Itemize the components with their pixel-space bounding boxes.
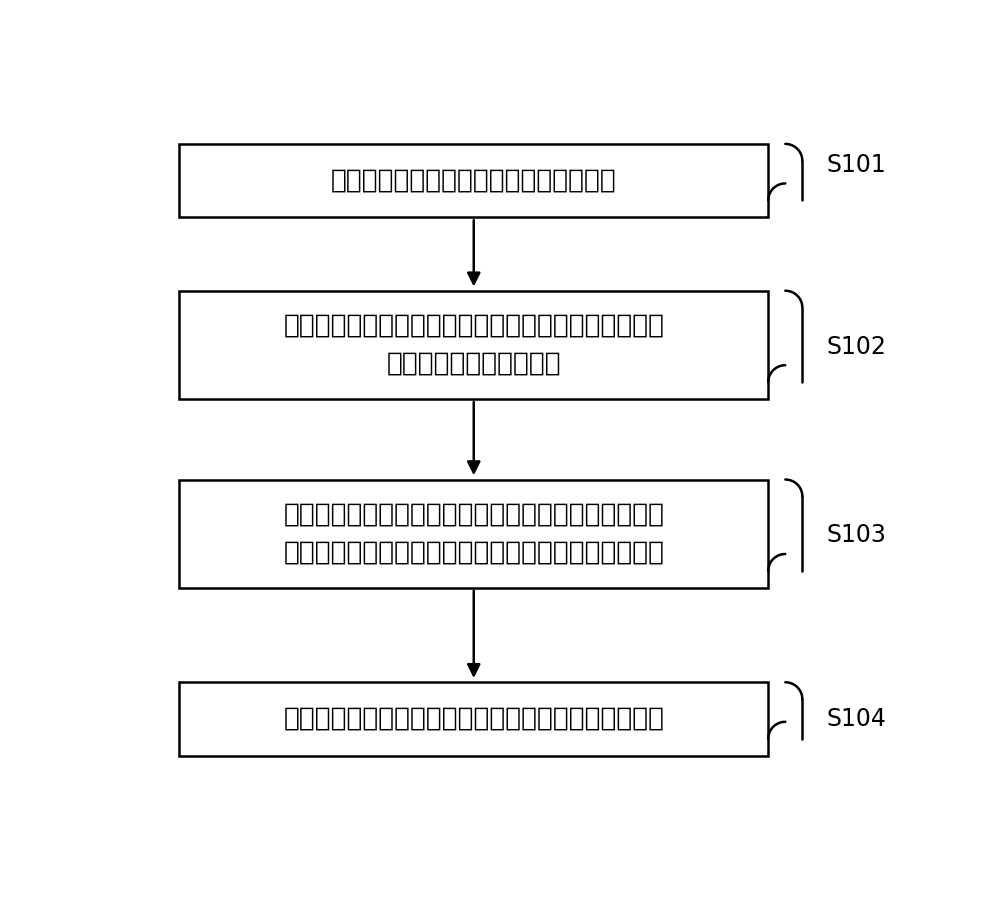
Bar <box>179 144 768 217</box>
Text: S101: S101 <box>826 153 886 177</box>
Text: 将混合声音特征数据输入到混合声音编码模型中，得到
第一隐变量和第二隐变量: 将混合声音特征数据输入到混合声音编码模型中，得到 第一隐变量和第二隐变量 <box>283 313 664 377</box>
Bar <box>179 291 768 400</box>
Bar <box>179 682 768 755</box>
Text: 将第一隐变量和第二隐变量分别输入到人声解码模型和
伴奏解码模型，得到人声特征数据和伴奏声音特征数据: 将第一隐变量和第二隐变量分别输入到人声解码模型和 伴奏解码模型，得到人声特征数据… <box>283 502 664 566</box>
Bar <box>179 479 768 587</box>
Text: S102: S102 <box>826 335 886 359</box>
Text: S104: S104 <box>826 707 886 731</box>
Text: 基于人声特征数据和伴奏声音特征数据得到人声和伴奏: 基于人声特征数据和伴奏声音特征数据得到人声和伴奏 <box>283 706 664 732</box>
Text: 从混合声音信号中提取混合声音特征数据: 从混合声音信号中提取混合声音特征数据 <box>331 168 617 193</box>
Text: S103: S103 <box>826 523 886 548</box>
